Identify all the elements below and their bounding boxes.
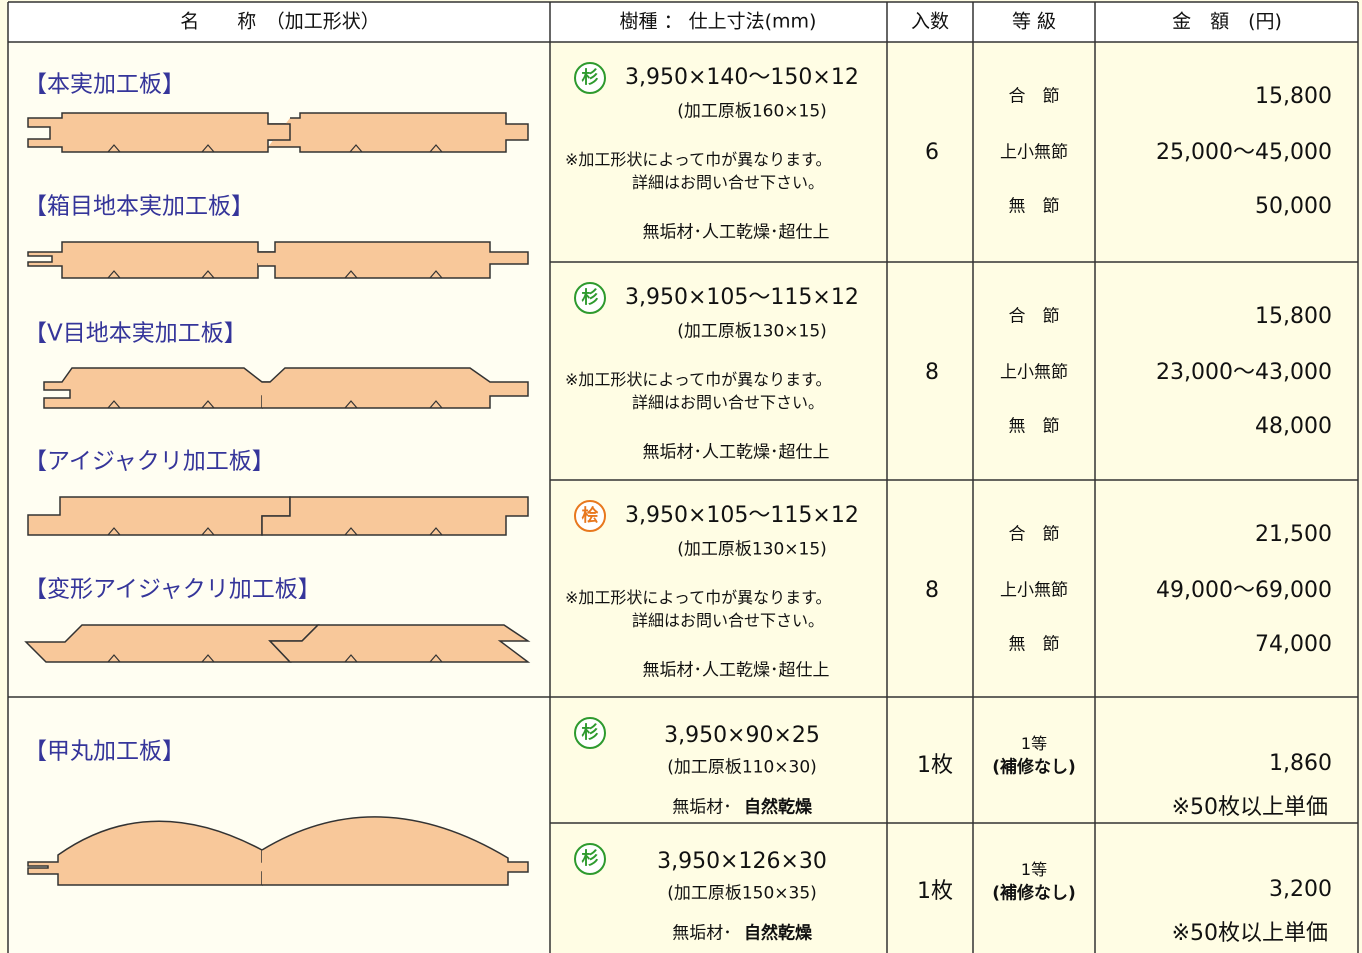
finish-bold: 自然乾燥 bbox=[744, 797, 812, 818]
price: 23,000〜43,000 bbox=[1156, 360, 1332, 385]
grade: 上小無節 bbox=[1000, 362, 1068, 383]
size: 3,950×90×25 bbox=[664, 723, 820, 748]
product-name: 【変形アイジャクリ加工板】 bbox=[24, 576, 321, 603]
price: 74,000 bbox=[1255, 632, 1332, 657]
finish: 無垢材･人工乾燥･超仕上 bbox=[642, 222, 830, 243]
price-note: ※50枚以上単価 bbox=[1171, 795, 1328, 820]
finish: 無垢材･ bbox=[672, 797, 732, 818]
price: 1,860 bbox=[1269, 751, 1332, 776]
count: 1枚 bbox=[917, 879, 953, 904]
note: ※加工形状によって巾が異なります。 bbox=[565, 370, 832, 389]
grade: 上小無節 bbox=[1000, 580, 1068, 601]
product-name: 【V目地本実加工板】 bbox=[24, 320, 247, 347]
count: 8 bbox=[925, 360, 939, 385]
grade: 1等 bbox=[1020, 734, 1048, 753]
grade: 無 節 bbox=[1008, 196, 1060, 217]
price: 21,500 bbox=[1255, 522, 1332, 547]
raw-board: (加工原板160×15) bbox=[677, 101, 827, 122]
price: 15,800 bbox=[1255, 304, 1332, 329]
board-profiles bbox=[24, 112, 531, 886]
grade: 合 節 bbox=[1008, 86, 1060, 107]
raw-board: (加工原板110×30) bbox=[667, 757, 817, 778]
price: 50,000 bbox=[1255, 194, 1332, 219]
species-badge: 桧 bbox=[574, 500, 606, 532]
price: 25,000〜45,000 bbox=[1156, 140, 1332, 165]
price-note: ※50枚以上単価 bbox=[1171, 921, 1328, 946]
raw-board: (加工原板130×15) bbox=[677, 321, 827, 342]
grade: 無 節 bbox=[1008, 634, 1060, 655]
species-badge: 杉 bbox=[574, 282, 606, 314]
species-badge: 杉 bbox=[574, 843, 606, 875]
header-cell: 等 級 bbox=[1011, 10, 1057, 33]
header-bg bbox=[8, 2, 1358, 42]
price: 3,200 bbox=[1269, 877, 1332, 902]
note: 詳細はお問い合せ下さい。 bbox=[631, 393, 825, 412]
grade: 無 節 bbox=[1008, 416, 1060, 437]
finish: 無垢材･ bbox=[672, 923, 732, 944]
header-cell: 樹種 ： 仕上寸法(mm) bbox=[619, 10, 817, 33]
product-name: 【本実加工板】 bbox=[24, 71, 185, 98]
price: 49,000〜69,000 bbox=[1156, 578, 1332, 603]
header-cell: 名 称 （加工形状） bbox=[180, 10, 380, 33]
species-badge: 杉 bbox=[574, 717, 606, 749]
count: 1枚 bbox=[917, 753, 953, 778]
header-cell: 金 額 (円) bbox=[1172, 10, 1282, 33]
product-name: 【甲丸加工板】 bbox=[24, 738, 185, 765]
count: 6 bbox=[925, 140, 939, 165]
finish: 無垢材･人工乾燥･超仕上 bbox=[642, 660, 830, 681]
size: 3,950×126×30 bbox=[657, 849, 827, 874]
grade: 合 節 bbox=[1008, 524, 1060, 545]
finish-bold: 自然乾燥 bbox=[744, 923, 812, 944]
raw-board: (加工原板150×35) bbox=[667, 883, 817, 904]
raw-board: (加工原板130×15) bbox=[677, 539, 827, 560]
size: 3,950×105〜115×12 bbox=[625, 503, 859, 528]
grade: 合 節 bbox=[1008, 306, 1060, 327]
price: 15,800 bbox=[1255, 84, 1332, 109]
product-name: 【アイジャクリ加工板】 bbox=[24, 448, 275, 475]
note: 詳細はお問い合せ下さい。 bbox=[631, 611, 825, 630]
grade: (補修なし) bbox=[992, 757, 1076, 778]
grade: 1等 bbox=[1020, 860, 1048, 879]
grade: (補修なし) bbox=[992, 883, 1076, 904]
count: 8 bbox=[925, 578, 939, 603]
finish: 無垢材･人工乾燥･超仕上 bbox=[642, 442, 830, 463]
grade: 上小無節 bbox=[1000, 142, 1068, 163]
species-badge: 杉 bbox=[574, 62, 606, 94]
grid bbox=[7, 1, 1359, 953]
note: ※加工形状によって巾が異なります。 bbox=[565, 588, 832, 607]
product-name: 【箱目地本実加工板】 bbox=[24, 193, 254, 220]
size: 3,950×105〜115×12 bbox=[625, 285, 859, 310]
price: 48,000 bbox=[1255, 414, 1332, 439]
size: 3,950×140〜150×12 bbox=[625, 65, 859, 90]
note: ※加工形状によって巾が異なります。 bbox=[565, 150, 832, 169]
header-cell: 入数 bbox=[910, 10, 950, 33]
note: 詳細はお問い合せ下さい。 bbox=[631, 173, 825, 192]
